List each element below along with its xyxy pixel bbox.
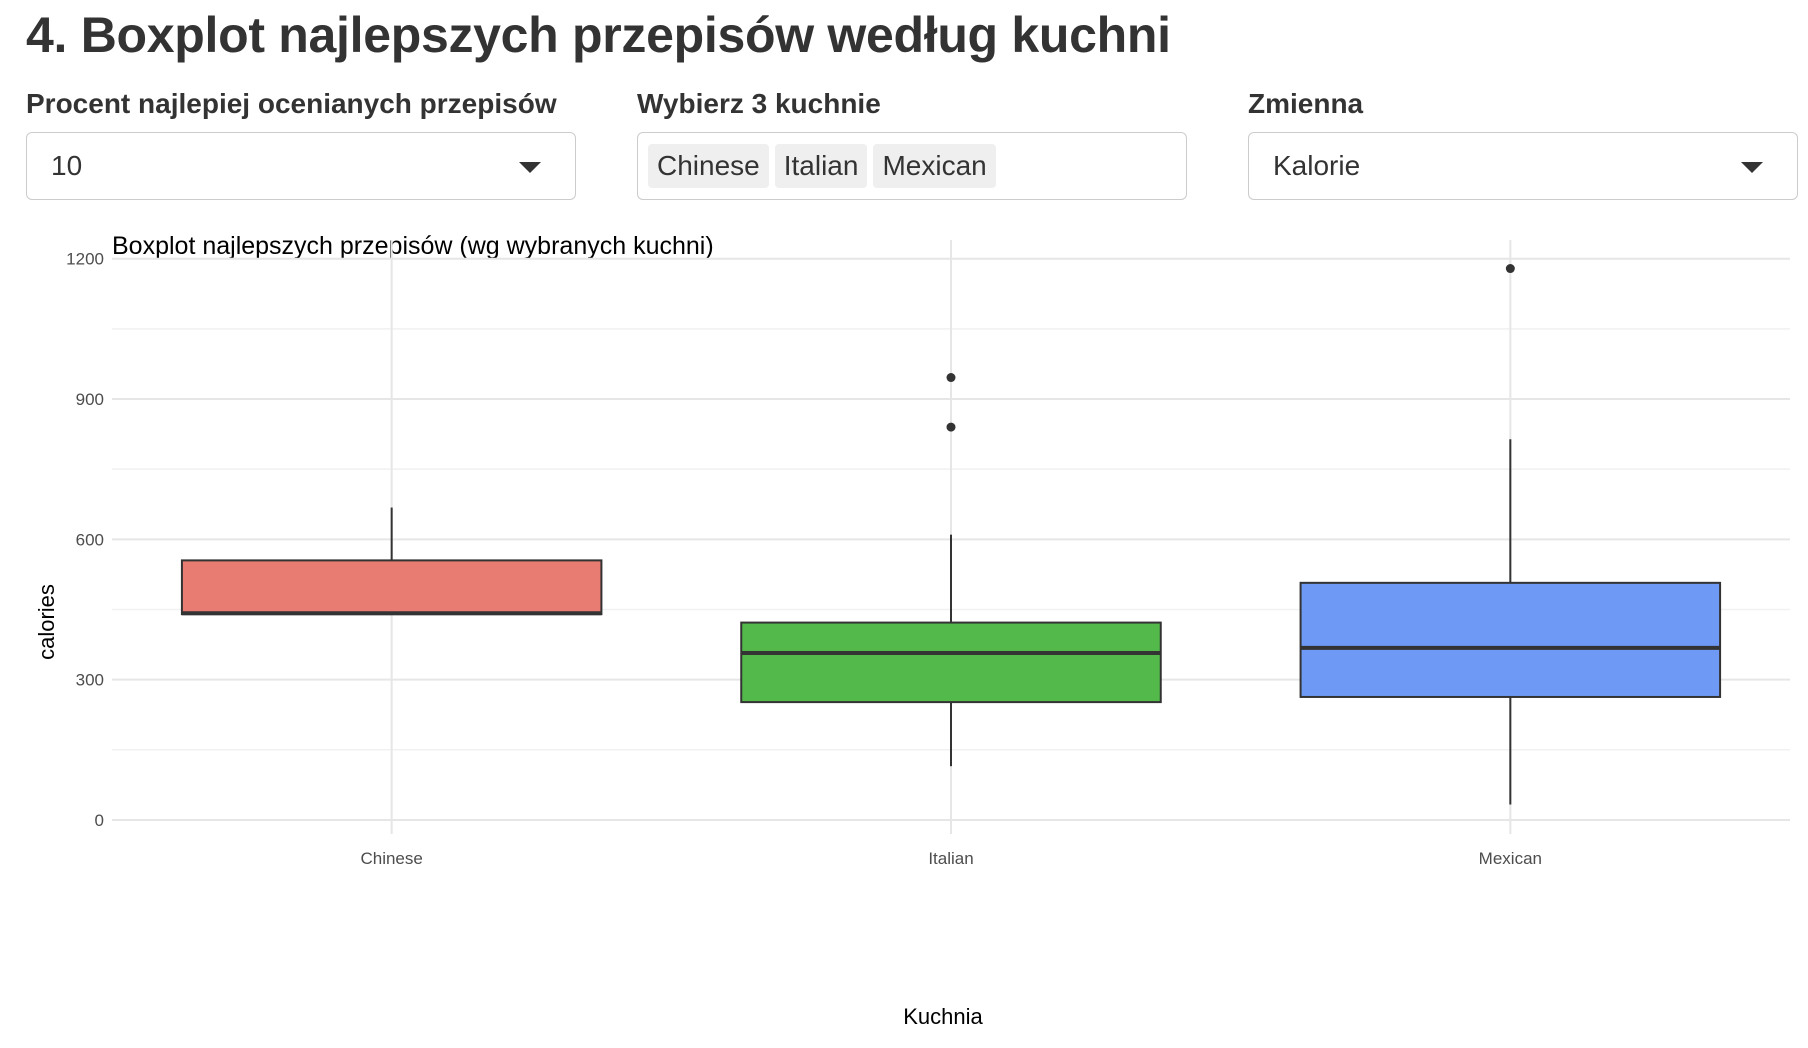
percent-select[interactable]: 10 xyxy=(26,132,576,200)
chart-title: Boxplot najlepszych przepisów (wg wybran… xyxy=(112,232,714,260)
variable-control: Zmienna Kalorie xyxy=(1248,86,1798,200)
x-axis-ticks: Chinese Italian Mexican xyxy=(360,849,1542,868)
x-tick-label: Italian xyxy=(928,849,973,868)
x-axis-label: Kuchnia xyxy=(903,1004,983,1029)
variable-select[interactable]: Kalorie xyxy=(1248,132,1798,200)
percent-control: Procent najlepiej ocenianych przepisów 1… xyxy=(26,86,576,200)
iqr-box xyxy=(740,621,1162,704)
cuisines-control: Wybierz 3 kuchnie Chinese Italian Mexica… xyxy=(637,86,1187,200)
y-tick-label: 300 xyxy=(76,671,104,690)
y-axis-label: calories xyxy=(34,584,59,660)
boxplot-chart: Boxplot najlepszych przepisów (wg wybran… xyxy=(34,232,1790,1029)
iqr-box xyxy=(180,559,603,616)
y-axis-ticks: 0 300 600 900 1200 xyxy=(66,250,104,830)
box-chinese xyxy=(180,507,603,616)
y-tick-label: 900 xyxy=(76,390,104,409)
y-tick-label: 600 xyxy=(76,530,104,549)
iqr-box xyxy=(1299,581,1722,698)
cuisine-chip-chinese[interactable]: Chinese xyxy=(648,144,769,188)
variable-label: Zmienna xyxy=(1248,88,1364,119)
cuisine-chip-italian[interactable]: Italian xyxy=(774,144,868,188)
cuisine-chip-mexican[interactable]: Mexican xyxy=(873,144,996,188)
outlier-point xyxy=(1505,264,1515,274)
outlier-point xyxy=(946,373,956,383)
outlier-point xyxy=(946,422,956,432)
boxes-layer xyxy=(180,264,1722,805)
variable-select-value: Kalorie xyxy=(1273,150,1361,181)
caret-down-icon xyxy=(1741,162,1763,173)
percent-label: Procent najlepiej ocenianych przepisów xyxy=(26,88,557,119)
percent-select-value: 10 xyxy=(51,150,83,181)
y-tick-label: 1200 xyxy=(66,250,104,269)
cuisines-label: Wybierz 3 kuchnie xyxy=(637,88,881,119)
x-tick-label: Chinese xyxy=(360,849,422,868)
box-italian xyxy=(740,373,1162,767)
cuisines-multiselect[interactable]: Chinese Italian Mexican xyxy=(637,132,1187,200)
y-tick-label: 0 xyxy=(95,811,104,830)
caret-down-icon xyxy=(519,162,541,173)
page-title: 4. Boxplot najlepszych przepisów według … xyxy=(26,7,1171,63)
box-mexican xyxy=(1299,264,1722,805)
x-tick-label: Mexican xyxy=(1479,849,1542,868)
